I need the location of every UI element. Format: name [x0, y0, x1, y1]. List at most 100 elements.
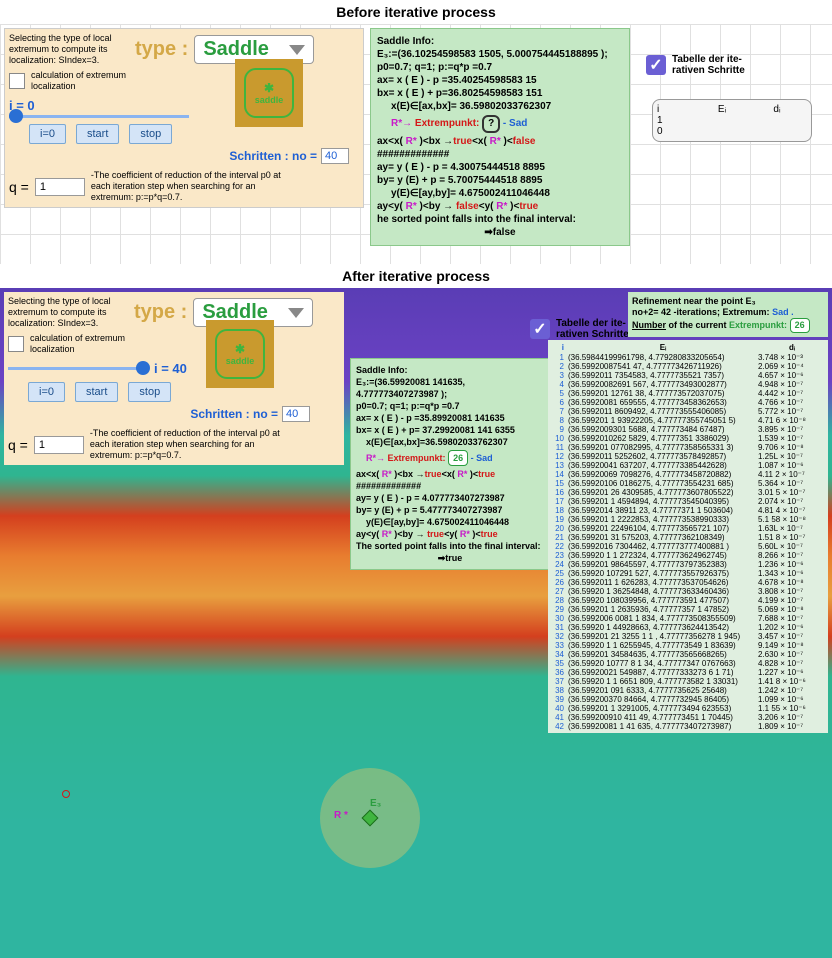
- info-line: he sorted point falls into the final int…: [377, 213, 623, 226]
- e3-label: E₃: [370, 798, 381, 809]
- mini-table: i Eᵢ dᵢ 1 0: [652, 99, 812, 142]
- table-row: 16(36.599201 26 4309585, 4.7777736078055…: [550, 488, 826, 497]
- table-row: 30(36.5992006 0081 1 834, 4.777773508355…: [550, 614, 826, 623]
- current-extrem-badge: 26: [790, 318, 810, 333]
- question-badge: ?: [482, 115, 500, 133]
- info-line: Saddle Info:: [377, 35, 623, 48]
- info-line: ax<x( R* )<bx →true<x( R* )<false: [377, 135, 623, 148]
- table-row: 20(36.599201 22496104, 4.777773565721 10…: [550, 524, 826, 533]
- control-panel: Selecting the type of local extremum to …: [4, 28, 364, 208]
- table-row: 33(36.59920 1 1 6255945, 4.777773549 1 8…: [550, 641, 826, 650]
- q-label: q =: [8, 437, 28, 453]
- table-row: 38(36.599201 091 6333, 4.7777735625 2564…: [550, 686, 826, 695]
- info-line: ➡false: [377, 226, 623, 239]
- info-line: #############: [356, 480, 544, 492]
- table-row: 8(36.599201 1 93922205, 4.77777355745051…: [550, 416, 826, 425]
- table-row: 7(36.5992011 8609492, 4.777773555406085)…: [550, 407, 826, 416]
- q-label: q =: [9, 179, 29, 195]
- table-row: 22(36.5992016 7304462, 4.777773777400881…: [550, 542, 826, 551]
- mini-row: 0: [657, 126, 807, 137]
- info-line: R*→ Extrempunkt: ? - Sad: [377, 113, 623, 135]
- iteration-slider[interactable]: [9, 115, 189, 118]
- table-row: 17(36.599201 1 4594894, 4.77777354504039…: [550, 497, 826, 506]
- table-row: 10(36.5992010262 5829, 4.77777351 338602…: [550, 434, 826, 443]
- info-line: y(E)∈[ay,by]= 4.675002411046448: [356, 516, 544, 528]
- col-i: i: [657, 104, 687, 115]
- table-row: 40(36.599201 1 3291005, 4.777773494 6235…: [550, 704, 826, 713]
- table-row: 23(36.59920 1 1 272324, 4.77777362496274…: [550, 551, 826, 560]
- control-panel-after: Selecting the type of local extremum to …: [4, 292, 344, 465]
- reset-button[interactable]: i=0: [29, 124, 66, 144]
- check-icon: ✓: [530, 319, 550, 339]
- table-row: 26(36.5992011 1 626283, 4.77777353705462…: [550, 578, 826, 587]
- chevron-down-icon: [289, 45, 305, 55]
- iteration-slider[interactable]: [8, 367, 148, 370]
- schritten-label: Schritten : no =: [229, 149, 317, 163]
- extremum-marker: R * E₃: [320, 768, 420, 868]
- info-line: ➡true: [356, 552, 544, 564]
- schritten-input[interactable]: 40: [321, 148, 349, 164]
- small-marker: [62, 790, 70, 798]
- calc-checkbox[interactable]: [8, 336, 24, 352]
- schritten-input[interactable]: 40: [282, 406, 310, 422]
- table-row: 2(36.59920087541 47, 4.777773426711926)2…: [550, 362, 826, 371]
- info-line: Saddle Info:: [356, 364, 544, 376]
- info-line: E₃:=(36.59920081 141635, 4.7777734072739…: [356, 376, 544, 400]
- schritten-label: Schritten : no =: [190, 407, 278, 421]
- rstar-label: R *: [334, 810, 348, 821]
- table-row: 21(36.599201 31 575203, 4.77777362108349…: [550, 533, 826, 542]
- stop-button[interactable]: stop: [129, 124, 172, 144]
- star-icon: ✱: [264, 81, 274, 95]
- tabelle-toggle[interactable]: ✓ Tabelle der ite-rativen Schritte: [646, 54, 772, 76]
- col-header-d: dᵢ: [758, 343, 826, 352]
- saddle-text: saddle: [226, 356, 255, 366]
- table-row: 5(36.599201 12761 38, 4.777773572037075)…: [550, 389, 826, 398]
- table-row: 39(36.599200370 84664, 4.7777732945 8640…: [550, 695, 826, 704]
- table-row: 29(36.599201 1 2635936, 4.77777357 1 478…: [550, 605, 826, 614]
- table-row: 13(36.59920041 637207, 4.777773385442628…: [550, 461, 826, 470]
- start-button[interactable]: start: [76, 124, 119, 144]
- i-value: i = 0: [9, 98, 359, 113]
- coeff-text: -The coefficient of reduction of the int…: [91, 170, 291, 203]
- table-row: 9(36.5992009301 5688, 4.777773484 67487)…: [550, 425, 826, 434]
- mini-row: 1: [657, 115, 807, 126]
- q-input[interactable]: [34, 436, 84, 454]
- table-row: 41(36.599200910 411 49, 4.777773451 1 70…: [550, 713, 826, 722]
- table-row: 31(36.59920 1 44928663, 4.77777362441354…: [550, 623, 826, 632]
- i-value: i = 40: [154, 361, 187, 376]
- info-line: by= y (E) + p = 5.477773407273987: [356, 504, 544, 516]
- col-header-i: i: [550, 343, 568, 352]
- type-label: type :: [135, 38, 188, 61]
- saddle-indicator: ✱ saddle: [206, 320, 274, 388]
- start-button[interactable]: start: [75, 382, 118, 402]
- slider-thumb[interactable]: [9, 109, 23, 123]
- info-line: R*→ Extrempunkt: 26 - Sad: [356, 448, 544, 468]
- table-row: 42(36.59920081 1 41 635, 4.7777734072739…: [550, 722, 826, 731]
- info-line: #############: [377, 148, 623, 161]
- before-section: Selecting the type of local extremum to …: [0, 24, 832, 264]
- dropdown-value: Saddle: [203, 38, 289, 61]
- info-line: bx= x ( E ) + p=36.80254598583 151: [377, 87, 623, 100]
- stop-button[interactable]: stop: [128, 382, 171, 402]
- table-row: 27(36.59920 1 36254848, 4.77777363346043…: [550, 587, 826, 596]
- info-line: ax= x ( E ) - p =35.40254598583 15: [377, 74, 623, 87]
- reset-button[interactable]: i=0: [28, 382, 65, 402]
- calc-label: calculation of extremum localization: [30, 333, 150, 355]
- calc-checkbox[interactable]: [9, 73, 25, 89]
- diamond-icon: [362, 810, 379, 827]
- slider-thumb[interactable]: [136, 361, 150, 375]
- q-input[interactable]: [35, 178, 85, 196]
- table-row: 28(36.59920 108039956, 4.777773591 47750…: [550, 596, 826, 605]
- table-row: 24(36.599201 98645597, 4.777773797352383…: [550, 560, 826, 569]
- select-text: Selecting the type of local extremum to …: [9, 33, 129, 66]
- info-line: E₃:=(36.10254598583 1505, 5.000754445188…: [377, 48, 623, 61]
- extrem-badge: 26: [448, 450, 468, 466]
- chevron-down-icon: [288, 308, 304, 318]
- info-line: The sorted point falls into the final in…: [356, 540, 544, 552]
- table-row: 1(36.59844199961798, 4.779280833205654)3…: [550, 353, 826, 362]
- after-title: After iterative process: [0, 264, 832, 288]
- refine-line: Number of the current Extrempunkt: 26: [632, 318, 824, 333]
- before-title: Before iterative process: [0, 0, 832, 24]
- select-text: Selecting the type of local extremum to …: [8, 296, 128, 329]
- info-line: p0=0.7; q=1; p:=q*p =0.7: [377, 61, 623, 74]
